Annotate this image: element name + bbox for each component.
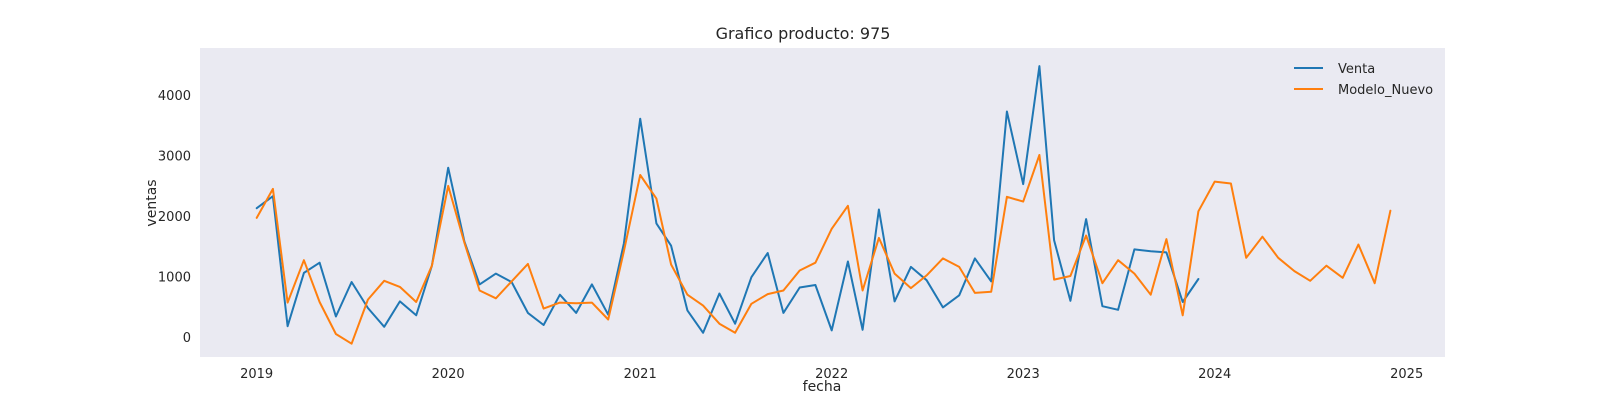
series-line-venta xyxy=(255,65,1200,334)
y-tick-label: 0 xyxy=(183,331,191,346)
y-tick-label: 3000 xyxy=(158,150,191,165)
y-axis: 0 1000 2000 3000 4000 xyxy=(158,89,191,346)
x-tick-label: 2022 xyxy=(815,367,848,382)
x-tick-label: 2020 xyxy=(432,367,465,382)
y-axis-label: ventas xyxy=(144,179,160,226)
x-axis-label: fecha xyxy=(803,379,842,395)
x-tick-label: 2021 xyxy=(624,367,657,382)
x-axis: 2019 2020 2021 2022 2023 2024 2025 xyxy=(240,367,1423,382)
x-tick-label: 2019 xyxy=(240,367,273,382)
y-tick-label: 1000 xyxy=(158,271,191,286)
x-tick-label: 2025 xyxy=(1390,367,1423,382)
y-tick-label: 4000 xyxy=(158,89,191,104)
plot-area xyxy=(200,48,1445,357)
legend-label: Modelo_Nuevo xyxy=(1338,83,1433,98)
legend-label: Venta xyxy=(1338,62,1375,77)
y-tick-label: 2000 xyxy=(158,210,191,225)
series-layer xyxy=(255,65,1392,345)
legend: Venta Modelo_Nuevo xyxy=(1294,62,1433,98)
x-tick-label: 2024 xyxy=(1198,367,1231,382)
chart-title: Grafico producto: 975 xyxy=(716,24,891,43)
series-line-modelo-nuevo xyxy=(255,154,1392,345)
x-tick-label: 2023 xyxy=(1007,367,1040,382)
